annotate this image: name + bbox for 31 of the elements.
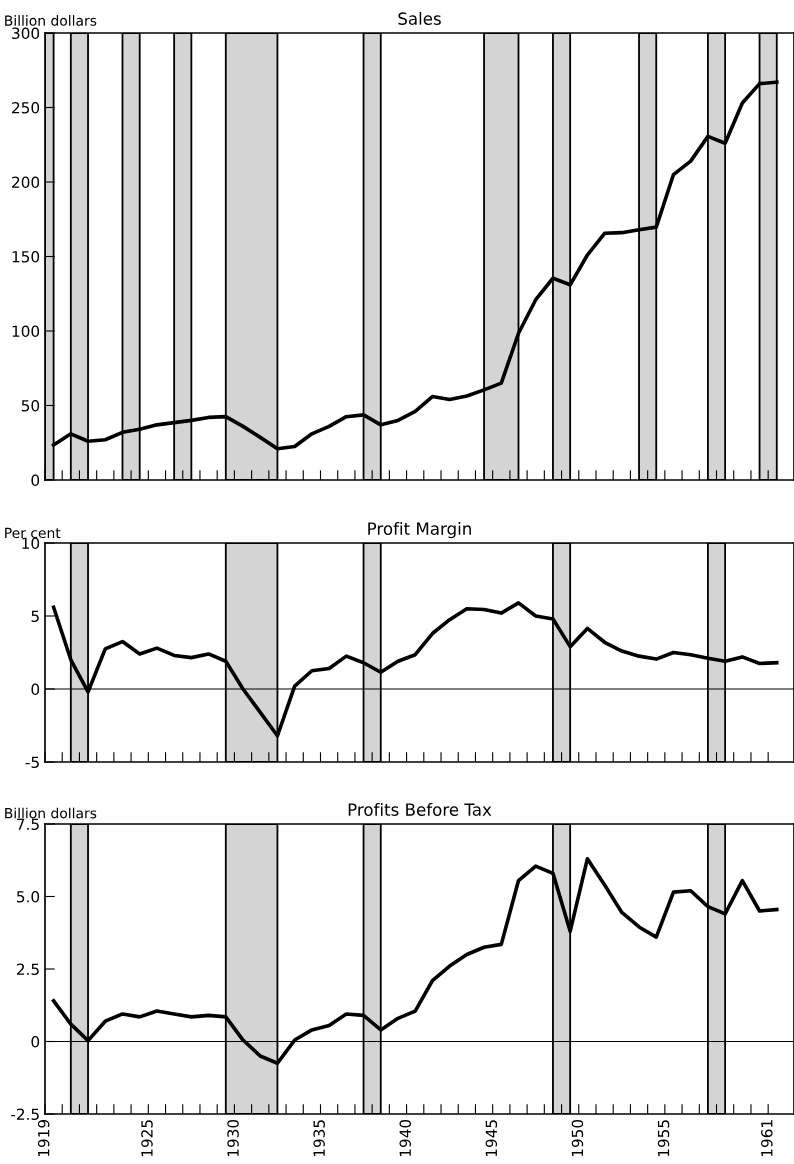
y-tick-label: 100 [12,325,40,338]
y-tick-label: 7.5 [17,818,39,831]
y-axis-title: Per cent [5,527,61,539]
x-tick-label: 1955 [657,1120,670,1157]
x-tick-label: 1925 [141,1120,153,1157]
x-tick-label: 1919 [37,1119,50,1157]
y-axis-title: Billion dollars [5,15,97,26]
y-tick-label: 5 [31,610,39,623]
y-tick-label: 5.0 [17,890,40,903]
y-axis-title: Billion dollars [5,807,97,819]
y-tick-label: 150 [12,250,40,263]
x-tick-label: 1945 [485,1120,498,1157]
x-tick-label: 1950 [571,1119,584,1157]
y-tick-label: 0 [31,474,40,487]
chart-title: Profits Before Tax [348,803,492,816]
x-tick-label: 1935 [313,1120,325,1157]
y-tick-label: 0 [31,683,40,696]
chart-title: Sales [398,12,441,25]
y-tick-label: -2.5 [11,1108,39,1121]
y-tick-label: 10 [22,537,40,550]
y-tick-label: -5 [25,756,39,769]
x-tick-label: 1930 [227,1119,239,1157]
y-tick-label: 250 [12,101,40,114]
y-tick-label: 2.5 [16,963,39,976]
x-tick-label: 1940 [399,1119,412,1157]
y-tick-label: 0 [31,1035,40,1048]
chart-title: Profit Margin [368,522,471,539]
y-tick-label: 200 [12,176,40,189]
y-tick-label: 300 [12,27,40,40]
x-tick-label: 1961 [761,1120,773,1157]
y-tick-label: 50 [21,399,40,412]
